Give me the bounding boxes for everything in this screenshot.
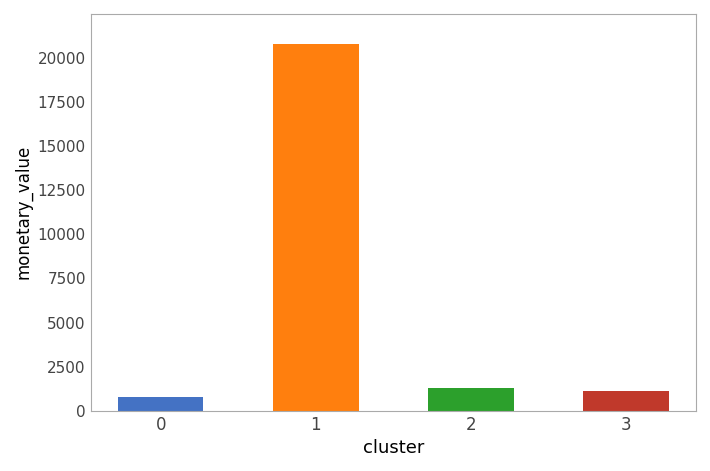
Y-axis label: monetary_value: monetary_value bbox=[14, 145, 32, 279]
Bar bbox=[119, 398, 204, 411]
Bar bbox=[428, 388, 513, 411]
X-axis label: cluster: cluster bbox=[363, 439, 424, 457]
Bar bbox=[273, 44, 359, 411]
Bar bbox=[584, 391, 669, 411]
